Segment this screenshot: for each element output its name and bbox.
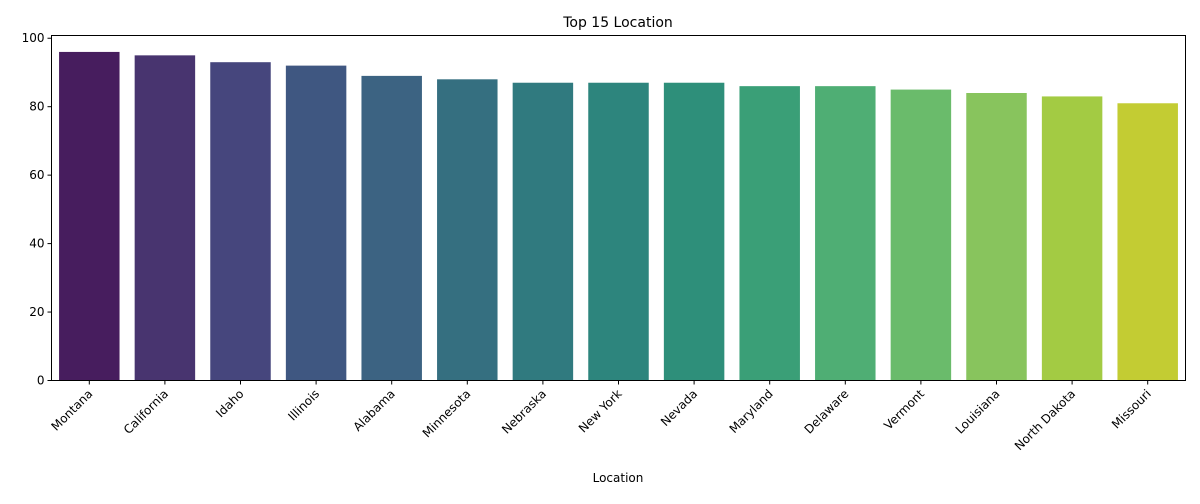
x-tick-label: Louisiana	[953, 387, 1003, 437]
plot-frame	[51, 35, 1186, 381]
x-tick-label: Minnesota	[420, 387, 474, 441]
x-tick-label: Maryland	[727, 387, 776, 436]
y-tick-label: 20	[29, 305, 44, 319]
bar-new-york	[588, 82, 649, 381]
bar-delaware	[815, 86, 876, 381]
bar-north-dakota	[1041, 96, 1103, 381]
y-tick-label: 100	[22, 31, 45, 45]
bar-nebraska	[512, 82, 574, 381]
x-tick-label: Idaho	[213, 387, 247, 421]
y-tick-label: 80	[29, 100, 44, 114]
x-tick-label: Nevada	[658, 387, 700, 429]
bar-louisiana	[966, 93, 1027, 381]
bar-illinois	[285, 65, 347, 381]
bar-montana	[59, 51, 120, 381]
bar-nevada	[663, 82, 725, 381]
bar-maryland	[739, 86, 800, 381]
bars-layer	[59, 51, 1178, 381]
x-axis-label: Location	[593, 471, 644, 485]
bar-missouri	[1117, 103, 1178, 381]
bar-alabama	[361, 75, 422, 381]
y-tick-label: 0	[37, 374, 45, 388]
x-tick-label: California	[121, 387, 171, 437]
bar-vermont	[890, 89, 952, 381]
y-tick-label: 40	[29, 237, 44, 251]
bar-minnesota	[437, 79, 498, 381]
x-tick-label: Nebraska	[499, 387, 549, 437]
x-tick-label: Missouri	[1109, 387, 1154, 432]
x-tick-label: Alabama	[351, 387, 398, 434]
y-axis: 0 20 40 60 80 100	[22, 31, 52, 388]
bar-idaho	[210, 62, 271, 381]
x-tick-label: Vermont	[881, 387, 927, 433]
x-tick-label: Illinois	[285, 387, 322, 424]
x-tick-label: Delaware	[802, 387, 852, 437]
bar-california	[134, 55, 196, 381]
y-tick-label: 60	[29, 168, 44, 182]
x-axis: Montana California Idaho Illinois Alabama Min…	[49, 380, 1154, 453]
x-tick-label: New York	[576, 387, 625, 436]
chart-title: Top 15 Location	[562, 15, 673, 31]
x-tick-label: Montana	[49, 387, 96, 434]
x-tick-label: North Dakota	[1012, 387, 1078, 453]
